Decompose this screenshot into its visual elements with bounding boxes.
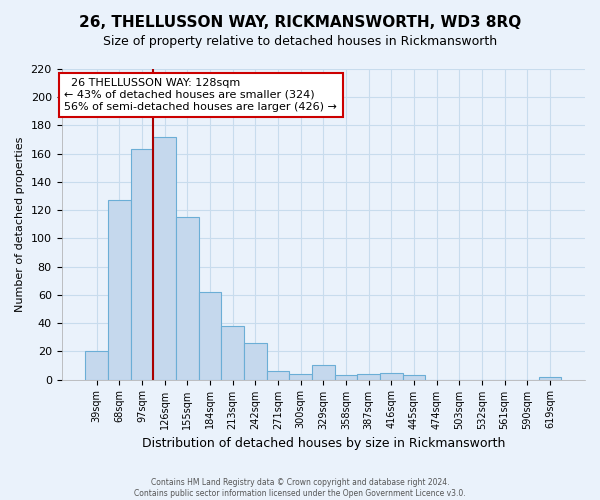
Bar [176, 217, 199, 380]
Bar [289, 374, 312, 380]
Bar [199, 292, 221, 380]
Bar [335, 376, 357, 380]
Bar [312, 366, 335, 380]
Bar [539, 376, 561, 380]
Bar [85, 352, 108, 380]
Bar [357, 374, 380, 380]
Y-axis label: Number of detached properties: Number of detached properties [15, 136, 25, 312]
Bar [403, 376, 425, 380]
Bar [154, 137, 176, 380]
Text: 26, THELLUSSON WAY, RICKMANSWORTH, WD3 8RQ: 26, THELLUSSON WAY, RICKMANSWORTH, WD3 8… [79, 15, 521, 30]
Text: Size of property relative to detached houses in Rickmansworth: Size of property relative to detached ho… [103, 35, 497, 48]
Bar [380, 372, 403, 380]
Text: Contains HM Land Registry data © Crown copyright and database right 2024.
Contai: Contains HM Land Registry data © Crown c… [134, 478, 466, 498]
X-axis label: Distribution of detached houses by size in Rickmansworth: Distribution of detached houses by size … [142, 437, 505, 450]
Bar [244, 343, 266, 380]
Bar [221, 326, 244, 380]
Text: 26 THELLUSSON WAY: 128sqm
← 43% of detached houses are smaller (324)
56% of semi: 26 THELLUSSON WAY: 128sqm ← 43% of detac… [64, 78, 337, 112]
Bar [266, 371, 289, 380]
Bar [131, 150, 154, 380]
Bar [108, 200, 131, 380]
